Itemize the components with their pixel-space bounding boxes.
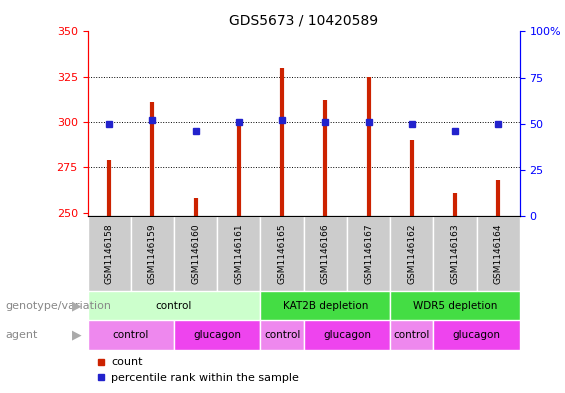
Bar (88, 291, 260, 320)
Text: GSM1146159: GSM1146159 (148, 223, 157, 284)
Text: GSM1146161: GSM1146161 (234, 223, 244, 284)
Legend: count, percentile rank within the sample: count, percentile rank within the sample (93, 353, 303, 387)
Text: GSM1146165: GSM1146165 (277, 223, 286, 284)
Text: glucagon: glucagon (193, 330, 241, 340)
Bar (347, 216, 390, 291)
Bar (390, 216, 433, 291)
Bar (433, 216, 477, 291)
Text: GSM1146160: GSM1146160 (191, 223, 200, 284)
Text: KAT2B depletion: KAT2B depletion (282, 301, 368, 310)
Text: agent: agent (6, 330, 38, 340)
Bar (390, 320, 433, 350)
Bar (260, 320, 304, 350)
Text: glucagon: glucagon (453, 330, 501, 340)
Text: GSM1146158: GSM1146158 (105, 223, 114, 284)
Text: control: control (112, 330, 149, 340)
Text: ▶: ▶ (72, 299, 82, 312)
Bar (390, 291, 520, 320)
Text: control: control (156, 301, 192, 310)
Bar (477, 216, 520, 291)
Text: GSM1146162: GSM1146162 (407, 223, 416, 284)
Bar (88, 320, 174, 350)
Bar (88, 216, 131, 291)
Text: GSM1146164: GSM1146164 (494, 223, 503, 284)
Text: control: control (264, 330, 300, 340)
Bar (174, 216, 217, 291)
Bar (433, 320, 520, 350)
Bar (218, 216, 260, 291)
Text: GSM1146163: GSM1146163 (450, 223, 459, 284)
Text: glucagon: glucagon (323, 330, 371, 340)
Bar (131, 216, 174, 291)
Bar (304, 320, 390, 350)
Text: control: control (394, 330, 430, 340)
Text: genotype/variation: genotype/variation (6, 301, 112, 310)
Bar (304, 216, 347, 291)
Text: ▶: ▶ (72, 329, 82, 342)
Title: GDS5673 / 10420589: GDS5673 / 10420589 (229, 13, 378, 28)
Bar (260, 216, 304, 291)
Bar (260, 291, 390, 320)
Text: GSM1146166: GSM1146166 (321, 223, 330, 284)
Text: GSM1146167: GSM1146167 (364, 223, 373, 284)
Text: WDR5 depletion: WDR5 depletion (413, 301, 497, 310)
Bar (174, 320, 260, 350)
